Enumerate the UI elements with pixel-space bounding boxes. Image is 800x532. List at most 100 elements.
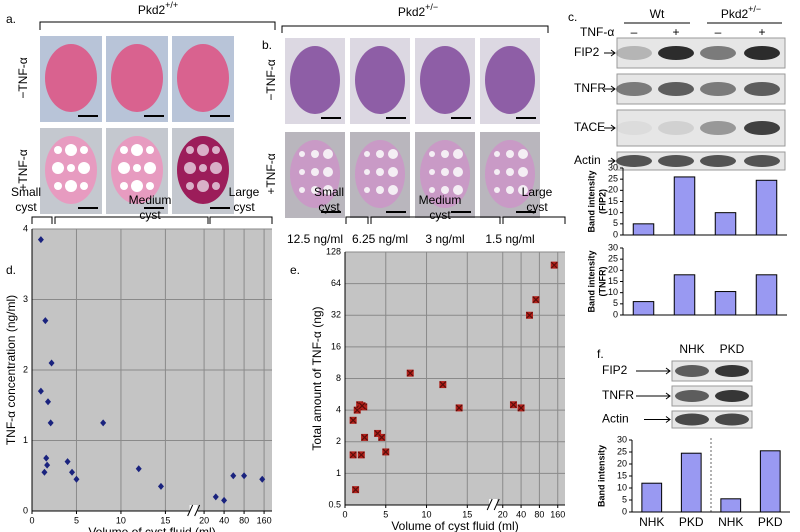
y-tick-label: 5 xyxy=(613,298,618,308)
blot-label: FIP2 xyxy=(574,45,600,59)
y-tick-label: 10 xyxy=(608,287,618,297)
bar xyxy=(632,223,655,236)
blot-label: TNFR xyxy=(602,388,634,402)
y-tick-label: 30 xyxy=(608,242,618,252)
y-tick-label: 0 xyxy=(23,505,28,515)
y-tick-label: 8 xyxy=(336,373,341,383)
kidney-section xyxy=(355,46,405,114)
blot-label: TNFR xyxy=(574,81,606,95)
cyst xyxy=(453,149,463,159)
bar xyxy=(755,179,778,236)
point-cross xyxy=(526,311,533,319)
lane-label: + xyxy=(672,25,679,39)
point xyxy=(43,454,50,462)
blot-band xyxy=(700,82,736,96)
point-cross xyxy=(455,404,463,412)
cyst xyxy=(80,182,88,190)
y-tick-label: 0 xyxy=(622,506,627,516)
x-tick-label: 20 xyxy=(199,515,209,525)
point-cross xyxy=(349,416,357,424)
point-cross xyxy=(361,433,368,441)
cyst xyxy=(186,146,194,154)
point xyxy=(241,472,248,480)
cyst xyxy=(120,182,128,190)
group-header: Medium xyxy=(129,193,172,207)
axis-break xyxy=(189,505,198,517)
group-header: Medium xyxy=(419,193,462,207)
blot-label: Actin xyxy=(602,412,629,426)
y-tick-label: 32 xyxy=(331,310,341,320)
y-tick-label: 30 xyxy=(608,162,618,172)
arrow xyxy=(644,416,671,423)
arrow xyxy=(636,367,671,375)
y-axis-label: (TNFR) xyxy=(597,267,607,297)
x-axis-label: Volume of cyst fluid (ml) xyxy=(391,519,518,532)
blot-band xyxy=(744,82,780,96)
cyst xyxy=(429,187,435,193)
point xyxy=(44,461,51,469)
blot-label: TACE xyxy=(574,120,605,134)
cyst xyxy=(506,186,514,194)
point-cross xyxy=(406,369,414,377)
x-tick-label: 160 xyxy=(257,515,272,525)
concentration-label: 12.5 ng/ml xyxy=(287,232,343,246)
point-cross xyxy=(357,451,365,459)
cyst xyxy=(133,164,141,172)
gene: Pkd2 xyxy=(721,7,749,21)
cyst xyxy=(429,169,435,175)
x-tick-label: 80 xyxy=(534,509,544,519)
x-axis-label: Volume of cyst fluid (ml) xyxy=(88,525,215,532)
concentration-label: 3 ng/ml xyxy=(425,232,464,246)
point xyxy=(64,458,71,466)
group-header: cyst xyxy=(15,200,37,214)
y-tick-label: 64 xyxy=(331,278,341,288)
x-tick-label: NHK xyxy=(718,515,743,529)
panel-label: f. xyxy=(597,347,604,361)
y-tick-label: 5 xyxy=(613,218,618,228)
blot-band xyxy=(700,46,736,60)
y-tick-label: 3 xyxy=(23,294,28,304)
panel-label: d. xyxy=(6,263,16,277)
point xyxy=(69,468,76,476)
row-label: +TNF-α xyxy=(16,149,30,190)
blot-band xyxy=(675,390,709,402)
arrow xyxy=(604,49,616,57)
cyst xyxy=(311,186,319,194)
treatment-label: TNF-α xyxy=(580,25,614,39)
genotype: +/− xyxy=(425,2,438,12)
point xyxy=(37,236,44,244)
arrow xyxy=(608,157,616,165)
cyst xyxy=(299,187,305,193)
cyst xyxy=(376,150,384,158)
cyst xyxy=(364,169,370,175)
x-tick-label: 10 xyxy=(116,515,126,525)
point-cross xyxy=(510,401,517,409)
blot-band xyxy=(658,46,694,60)
cyst xyxy=(364,187,370,193)
bar xyxy=(759,450,781,513)
blot-band xyxy=(715,413,749,426)
y-tick-label: 15 xyxy=(608,196,618,206)
row-label: −TNF-α xyxy=(264,59,278,100)
panel-label: c. xyxy=(568,10,577,24)
y-tick-label: 0 xyxy=(613,309,618,319)
blot-band xyxy=(744,121,780,135)
cyst xyxy=(212,146,220,154)
cyst xyxy=(323,185,333,195)
cyst xyxy=(388,149,398,159)
cyst xyxy=(518,185,528,195)
blot-band xyxy=(616,121,652,135)
arrow xyxy=(636,392,671,400)
gene: Pkd2 xyxy=(138,3,166,17)
gene: Pkd2 xyxy=(398,5,426,19)
point-cross xyxy=(517,404,525,412)
cyst xyxy=(65,144,77,156)
group-header: Small xyxy=(314,185,344,199)
bracket xyxy=(54,216,209,224)
x-tick-label: PKD xyxy=(758,515,783,529)
y-tick-label: 0 xyxy=(613,229,618,239)
point xyxy=(42,317,49,325)
genotype-title: Pkd2+/+ xyxy=(138,0,178,17)
cyst xyxy=(388,185,398,195)
